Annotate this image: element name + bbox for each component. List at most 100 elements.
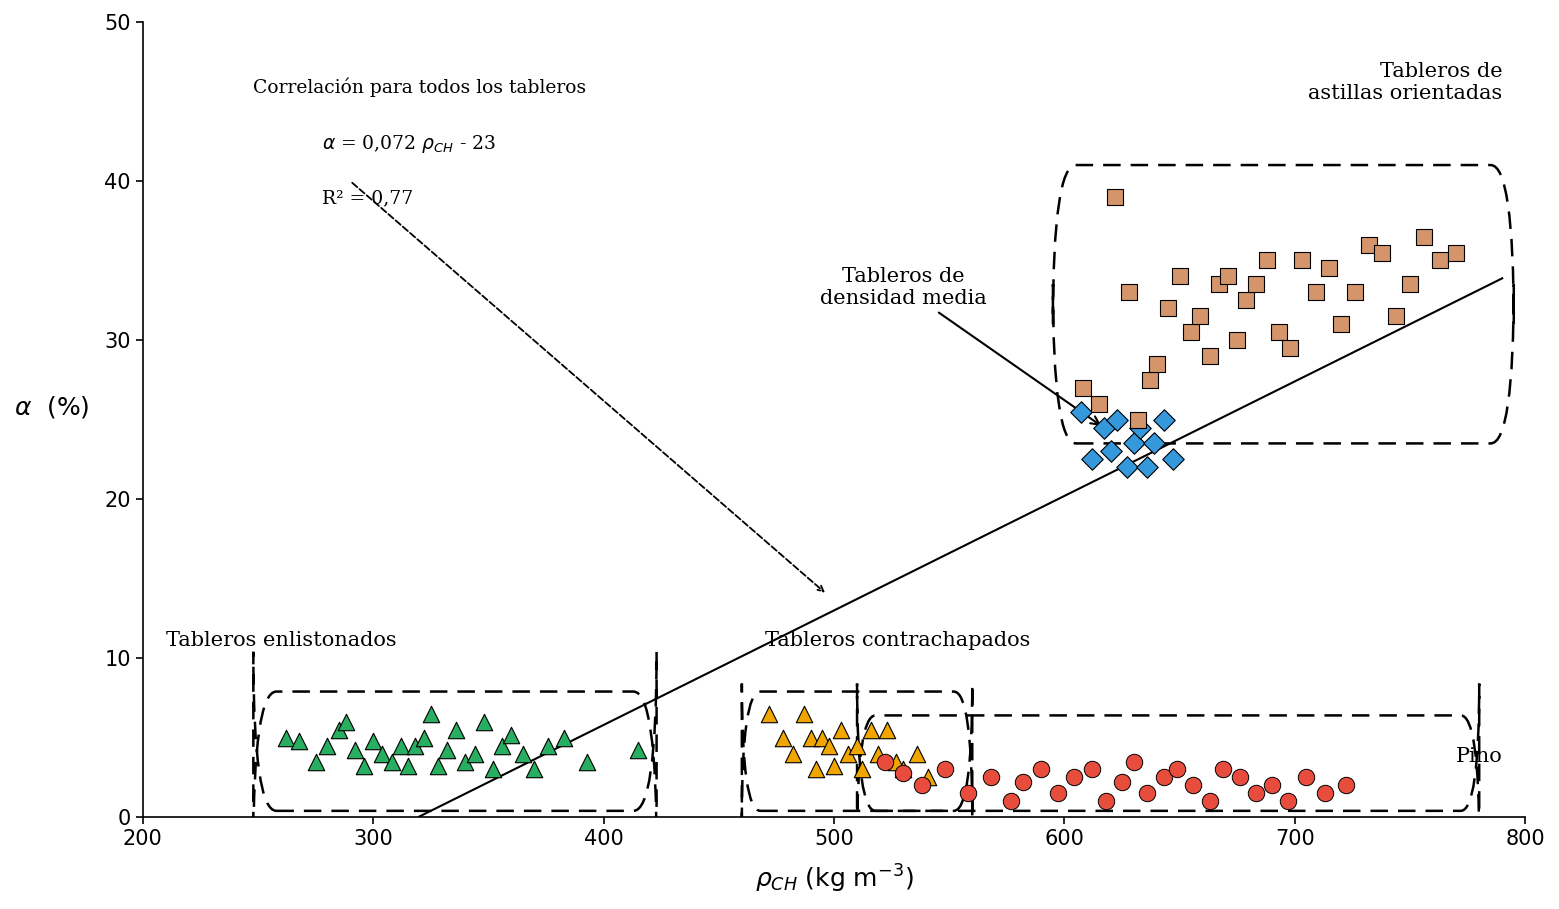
Point (412, 731, 437, 745)
Point (1227, 770, 1252, 784)
Point (1091, 420, 1116, 435)
Point (444, 723, 469, 737)
Point (1116, 285, 1141, 300)
Point (302, 754, 327, 769)
Text: Tableros de
astillas orientadas: Tableros de astillas orientadas (1308, 62, 1503, 103)
Point (343, 744, 368, 758)
Point (770, 731, 795, 745)
Point (1087, 396, 1112, 411)
Point (977, 770, 1002, 784)
Point (1093, 794, 1118, 809)
Point (1144, 356, 1169, 371)
Point (932, 763, 957, 777)
Point (904, 746, 929, 761)
Point (845, 738, 870, 753)
Point (1197, 794, 1222, 809)
Point (1216, 269, 1241, 284)
Point (1235, 293, 1260, 307)
Point (1278, 341, 1303, 355)
Point (499, 727, 524, 742)
Point (1289, 254, 1314, 268)
Point (1160, 452, 1185, 466)
Point (1370, 245, 1395, 260)
Point (850, 763, 875, 777)
Point (1303, 285, 1328, 300)
Point (1062, 770, 1087, 784)
Point (1098, 445, 1122, 459)
Point (1010, 775, 1035, 790)
Point (1243, 786, 1267, 801)
Point (461, 746, 486, 761)
Point (1105, 413, 1130, 427)
Point (999, 794, 1024, 809)
Point (418, 706, 443, 721)
Point (1115, 460, 1140, 474)
Point (917, 770, 942, 784)
Point (780, 746, 804, 761)
Point (1342, 285, 1367, 300)
Point (435, 744, 460, 758)
Point (388, 738, 413, 753)
Point (859, 723, 884, 737)
Point (1428, 254, 1453, 268)
Point (822, 759, 847, 774)
Text: Tableros contrachapados: Tableros contrachapados (765, 631, 1030, 650)
Point (909, 778, 934, 793)
Text: Pino: Pino (1456, 747, 1503, 766)
Point (575, 754, 600, 769)
Point (890, 763, 915, 777)
Point (1444, 245, 1469, 260)
Point (1243, 277, 1267, 292)
Point (1080, 452, 1105, 466)
Point (1102, 190, 1127, 205)
Point (1135, 786, 1160, 801)
Point (273, 731, 298, 745)
Point (884, 754, 909, 769)
Point (1207, 277, 1232, 292)
Point (326, 723, 351, 737)
Point (1151, 413, 1175, 427)
Point (625, 744, 650, 758)
X-axis label: $\rho_{CH}$ (kg m$^{-3}$): $\rho_{CH}$ (kg m$^{-3}$) (755, 863, 914, 895)
Point (1225, 333, 1250, 347)
Point (1255, 254, 1280, 268)
Point (1129, 420, 1154, 435)
Point (956, 786, 981, 801)
Point (452, 754, 477, 769)
Point (510, 746, 535, 761)
Point (334, 714, 359, 729)
Point (1294, 770, 1319, 784)
Point (1275, 794, 1300, 809)
Point (1121, 754, 1146, 769)
Point (287, 734, 312, 748)
Point (490, 738, 514, 753)
Point (1260, 778, 1285, 793)
Point (865, 746, 890, 761)
Point (480, 763, 505, 777)
Point (1328, 317, 1353, 332)
Point (315, 738, 340, 753)
Y-axis label: $\alpha$  (%): $\alpha$ (%) (14, 394, 89, 420)
Point (1266, 325, 1291, 339)
Point (360, 734, 385, 748)
Text: Tableros de
densidad media: Tableros de densidad media (820, 267, 1099, 425)
Point (1110, 775, 1135, 790)
Point (426, 759, 451, 774)
Point (758, 706, 783, 721)
Point (871, 754, 896, 769)
Point (1071, 381, 1096, 395)
Point (1197, 349, 1222, 364)
Point (1356, 237, 1381, 252)
Point (536, 738, 561, 753)
Point (379, 754, 404, 769)
Point (1080, 763, 1105, 777)
Point (1151, 770, 1175, 784)
Text: $\alpha$ = 0,072 $\rho_{CH}$ - 23: $\alpha$ = 0,072 $\rho_{CH}$ - 23 (323, 134, 496, 155)
Point (1168, 269, 1193, 284)
Point (402, 738, 427, 753)
Text: Tableros enlistonados: Tableros enlistonados (165, 631, 396, 650)
Point (817, 738, 842, 753)
Point (396, 759, 421, 774)
Point (369, 746, 394, 761)
Point (1135, 460, 1160, 474)
